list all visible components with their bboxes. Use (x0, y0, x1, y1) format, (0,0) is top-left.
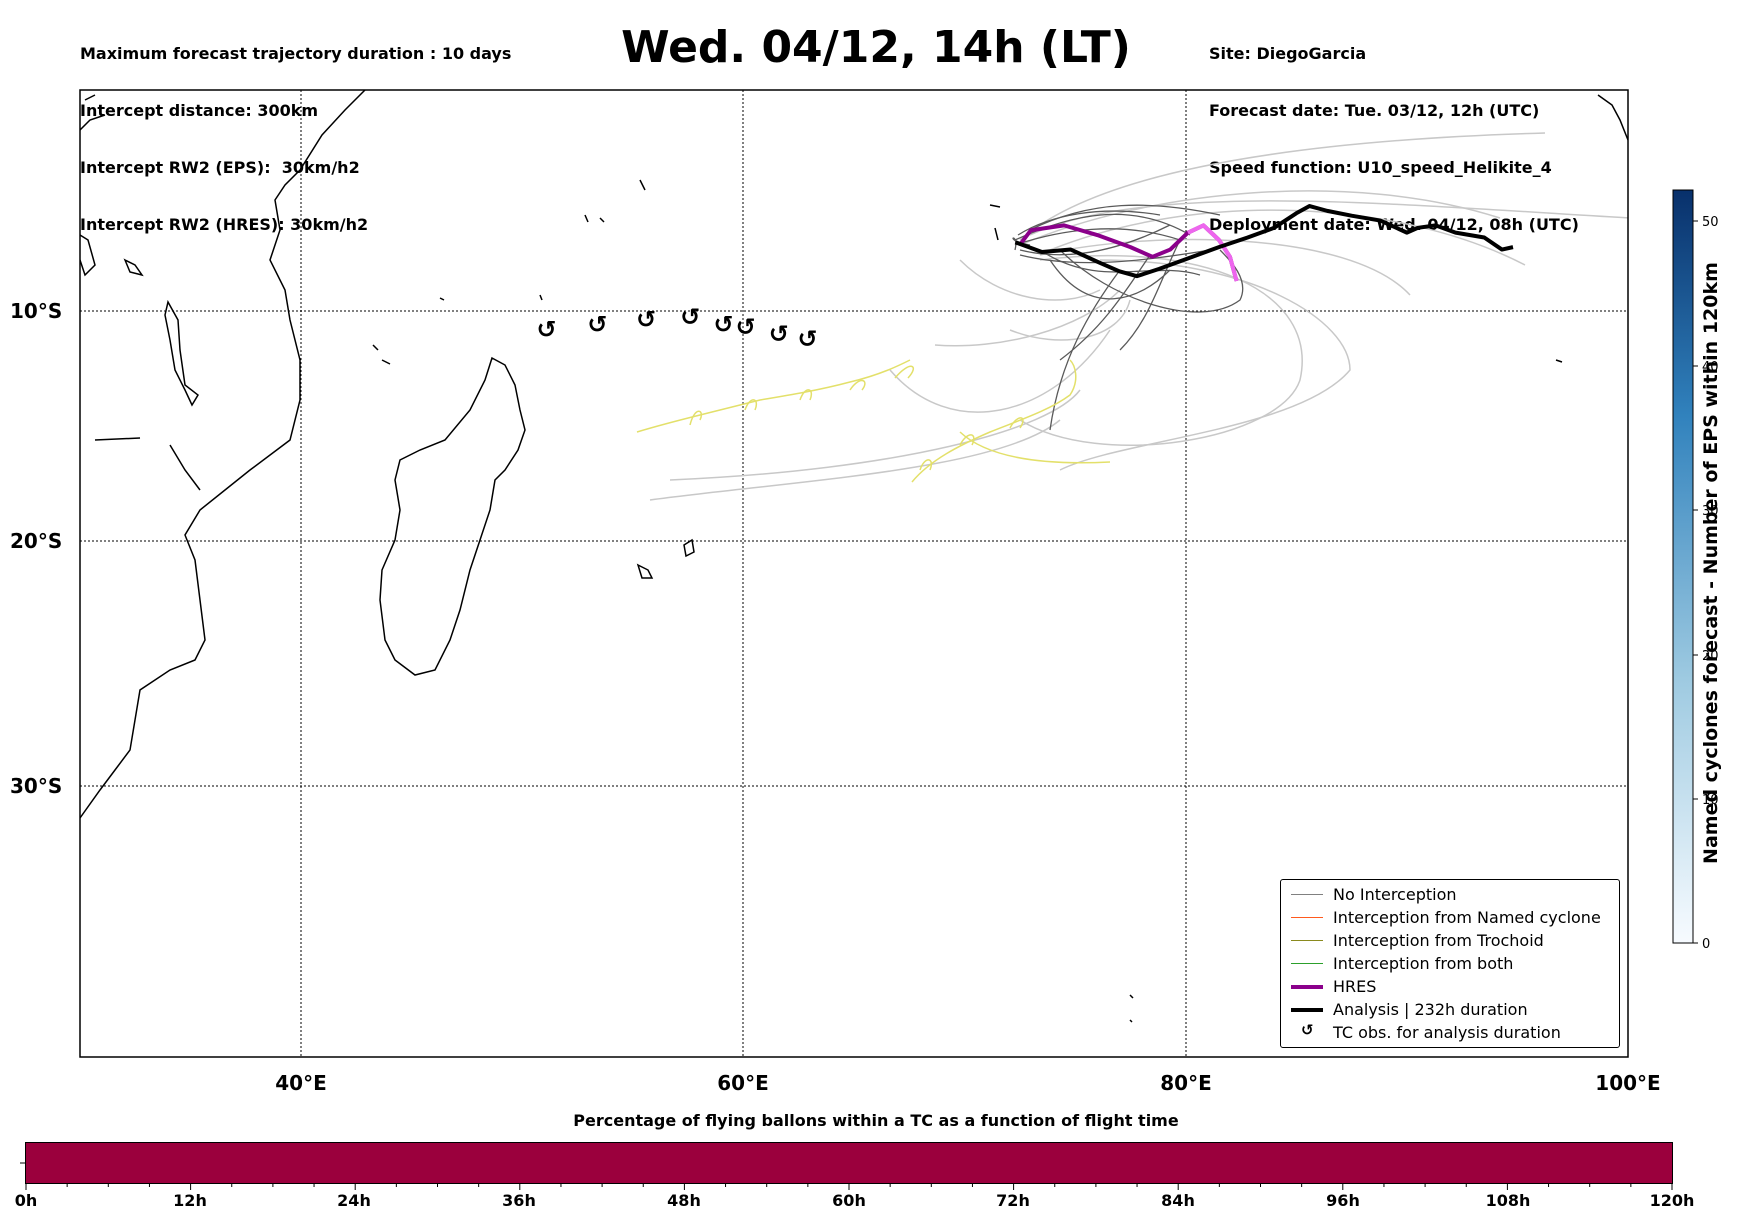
bottom-bar-title: Percentage of flying ballons within a TC… (573, 1111, 1179, 1130)
legend-item-named-cyclone: Interception from Named cyclone (1281, 906, 1621, 928)
bottom-bar-tick-label: 84h (1161, 1191, 1195, 1210)
bottom-bar-tick-label: 72h (996, 1191, 1030, 1210)
colorbar-tick-label: 0 (1702, 937, 1710, 952)
lat-tick-label: 10°S (10, 299, 62, 323)
bottom-bar-tick-label: 12h (173, 1191, 207, 1210)
eps-trajectories-light (649, 132, 1628, 501)
lat-tick-labels: 10°S 20°S 30°S (10, 299, 62, 798)
bottom-bar-tick-label: 0h (15, 1191, 38, 1210)
legend-item-no-interception: No Interception (1281, 883, 1621, 905)
bottom-bar-minor-ticks (25, 1184, 1673, 1190)
colorbar-tick-label: 50 (1702, 215, 1719, 230)
colorbar-tick-label: 20 (1702, 649, 1719, 664)
cyclone-symbol-icon: ↺ (587, 310, 607, 338)
named-cyclones-colorbar (1672, 189, 1694, 944)
bottom-bar-tick-label: 108h (1486, 1191, 1531, 1210)
flight-time-colorbar (25, 1142, 1673, 1184)
legend-item-analysis: Analysis | 232h duration (1281, 998, 1621, 1020)
hres-trajectory-tail (1187, 222, 1239, 282)
bottom-bar-tick-label: 96h (1326, 1191, 1360, 1210)
cyclone-symbol-icon: ↺ (680, 303, 700, 331)
cyclone-symbol-icon: ↺ (713, 310, 733, 338)
map-frame (79, 89, 1629, 1058)
cyclone-symbol-icon: ↺ (1301, 1021, 1314, 1039)
bottom-bar-tick-label: 60h (832, 1191, 866, 1210)
legend-item-trochoid: Interception from Trochoid (1281, 929, 1621, 951)
cyclone-symbol-icon: ↺ (769, 320, 789, 348)
lon-tick-label: 40°E (275, 1071, 327, 1095)
colorbar-tick-label: 40 (1702, 360, 1719, 375)
bottom-bar-tick-label: 48h (667, 1191, 701, 1210)
legend-item-both: Interception from both (1281, 952, 1621, 974)
legend-item-tc-obs: ↺ TC obs. for analysis duration (1281, 1021, 1621, 1043)
bottom-bar-tick-label: 24h (337, 1191, 371, 1210)
page-title: Wed. 04/12, 14h (LT) (621, 22, 1131, 73)
colorbar-tick-label: 30 (1702, 504, 1719, 519)
map-grid (80, 90, 1628, 1057)
colorbar-tick-labels: 0 10 20 30 40 50 (1702, 215, 1719, 952)
header-line-speed-function: Speed function: U10_speed_Helikite_4 (1209, 158, 1552, 177)
cyclone-symbol-icon: ↺ (736, 313, 756, 341)
analysis-trajectory-line (1014, 204, 1514, 279)
legend-label: Interception from both (1333, 954, 1514, 973)
lon-tick-label: 100°E (1595, 1071, 1660, 1095)
legend-swatch (1291, 940, 1323, 941)
lon-tick-label: 80°E (1160, 1071, 1212, 1095)
legend-swatch (1291, 985, 1323, 989)
lat-tick-label: 20°S (10, 529, 62, 553)
legend-item-hres: HRES (1281, 975, 1621, 997)
header-left: Maximum forecast trajectory duration : 1… (80, 6, 511, 253)
header-line-duration: Maximum forecast trajectory duration : 1… (80, 44, 512, 63)
bottom-bar-tick-labels: 0h 12h 24h 36h 48h 60h 72h 84h 96h 108h … (15, 1191, 1695, 1210)
legend-label: Analysis | 232h duration (1333, 1000, 1528, 1019)
lon-tick-labels: 40°E 60°E 80°E 100°E (275, 1071, 1660, 1095)
legend-label: Interception from Trochoid (1333, 931, 1544, 950)
bottom-bar-tick-label: 120h (1650, 1191, 1695, 1210)
cyclone-symbol-icon: ↺ (798, 325, 818, 353)
header-line-intercept-hres: Intercept RW2 (HRES): 30km/h2 (80, 215, 369, 234)
colorbar-ticks (1693, 220, 1698, 944)
header-line-site: Site: DiegoGarcia (1209, 44, 1367, 63)
cyclone-symbol-icon: ↺ (636, 306, 656, 334)
coastlines (80, 90, 1628, 1023)
colorbar-tick-label: 10 (1702, 793, 1719, 808)
legend-swatch (1291, 917, 1323, 918)
legend-label: TC obs. for analysis duration (1333, 1023, 1561, 1042)
bottom-bar-tick-label: 36h (502, 1191, 536, 1210)
legend-label: No Interception (1333, 885, 1457, 904)
header-line-intercept-eps: Intercept RW2 (EPS): 30km/h2 (80, 158, 360, 177)
lon-tick-label: 60°E (717, 1071, 769, 1095)
map-legend: No Interception Interception from Named … (1280, 879, 1620, 1048)
yellow-trajectories (636, 359, 1111, 483)
colorbar-label: Named cyclones forecast - Number of EPS … (1700, 262, 1722, 864)
lat-tick-label: 30°S (10, 774, 62, 798)
cyclone-symbol-icon: ↺ (537, 315, 557, 343)
legend-label: Interception from Named cyclone (1333, 908, 1601, 927)
legend-swatch (1291, 963, 1323, 964)
tc-observations: ↺ ↺ ↺ ↺ ↺ ↺ ↺ ↺ (537, 303, 818, 353)
trajectory-series (1014, 204, 1514, 282)
legend-swatch (1291, 894, 1323, 895)
map-content: ↺ ↺ ↺ ↺ ↺ ↺ ↺ ↺ (80, 90, 1628, 1057)
legend-swatch (1291, 1008, 1323, 1012)
legend-label: HRES (1333, 977, 1377, 996)
header-line-forecast-date: Forecast date: Tue. 03/12, 12h (UTC) (1209, 101, 1540, 120)
eps-trajectories-dark (1012, 204, 1244, 431)
header-line-intercept-distance: Intercept distance: 300km (80, 101, 319, 120)
